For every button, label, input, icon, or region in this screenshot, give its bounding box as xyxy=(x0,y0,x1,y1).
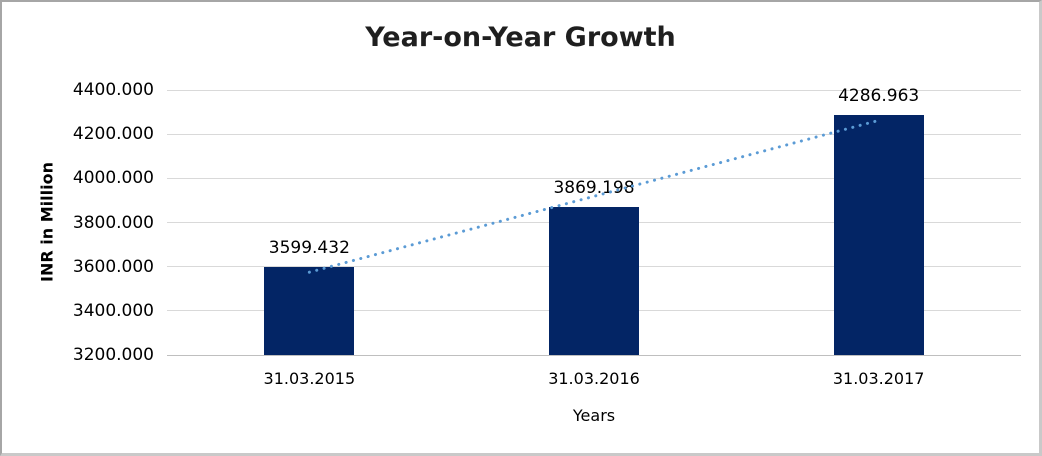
y-tick-label: 3200.000 xyxy=(72,345,154,365)
y-tick-label: 3800.000 xyxy=(72,212,154,233)
bar-data-label: 4286.963 xyxy=(838,85,920,106)
x-axis-line xyxy=(167,354,1021,356)
gridline xyxy=(167,89,1021,91)
y-tick-label: 3400.000 xyxy=(72,300,154,321)
x-tick-label: 31.03.2016 xyxy=(548,369,640,388)
bar xyxy=(833,114,924,355)
chart-title: Year-on-Year Growth xyxy=(365,22,676,53)
x-tick-label: 31.03.2015 xyxy=(263,369,356,388)
x-tick-label: 31.03.2017 xyxy=(832,369,925,388)
bar xyxy=(264,266,355,355)
y-tick-label: 4200.000 xyxy=(72,124,154,145)
bar-data-label: 3869.198 xyxy=(553,178,635,199)
y-tick-label: 4000.000 xyxy=(72,168,154,189)
x-axis-label: Years xyxy=(572,406,616,425)
bar xyxy=(549,207,639,355)
y-tick-label: 4400.000 xyxy=(72,80,154,100)
bar-data-label: 3599.432 xyxy=(268,237,350,258)
y-tick-label: 3600.000 xyxy=(72,256,154,277)
